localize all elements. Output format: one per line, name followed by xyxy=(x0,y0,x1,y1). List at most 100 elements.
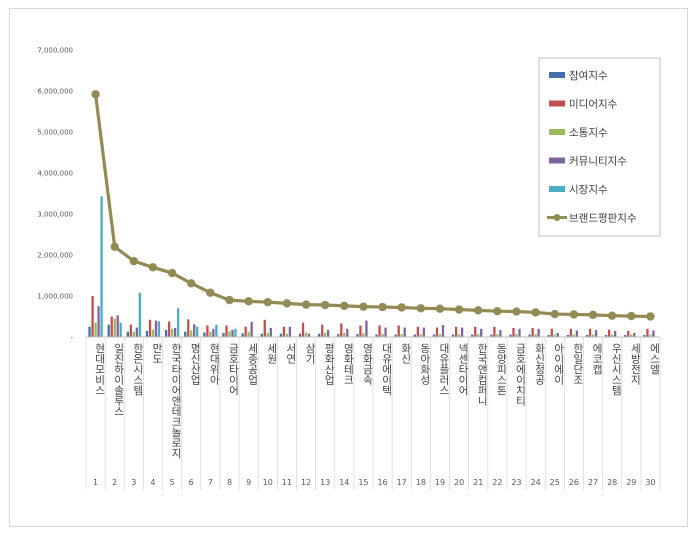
bar-5-3 xyxy=(138,292,141,337)
bar-5-1 xyxy=(100,196,103,337)
bar-1-18 xyxy=(413,334,416,337)
brand-index-point-13 xyxy=(320,300,330,310)
bar-1-29 xyxy=(624,334,627,337)
bar-4-30 xyxy=(652,330,655,337)
legend-swatch xyxy=(549,157,565,164)
bar-1-16 xyxy=(375,334,378,337)
bar-3-5 xyxy=(170,328,174,337)
category-label: 대유에이텍 xyxy=(381,343,393,396)
bar-4-18 xyxy=(422,327,425,337)
category-label: 현대모비스 xyxy=(94,343,106,396)
bar-1-24 xyxy=(528,334,531,337)
brand-index-point-11 xyxy=(282,299,292,308)
bar-3-30 xyxy=(649,334,652,337)
category-number: 19 xyxy=(435,478,445,487)
legend-label: 참여지수 xyxy=(569,70,608,82)
category-label: 세원 xyxy=(266,343,278,364)
bar-4-13 xyxy=(327,330,330,337)
bar-2-19 xyxy=(435,327,439,337)
bar-1-23 xyxy=(509,334,512,337)
bar-4-17 xyxy=(403,327,406,337)
y-tick-label: 3,000,000 xyxy=(37,211,73,219)
legend-label: 커뮤니티지수 xyxy=(569,156,627,168)
bar-5-4 xyxy=(157,321,161,337)
bar-1-28 xyxy=(605,334,608,337)
bar-2-5 xyxy=(167,321,171,337)
bar-1-25 xyxy=(547,334,550,337)
bar-4-9 xyxy=(250,321,253,337)
brand-index-point-17 xyxy=(397,303,406,312)
category-number: 8 xyxy=(227,478,232,487)
bar-1-7 xyxy=(203,332,206,337)
bar-1-19 xyxy=(432,334,436,337)
y-tick-label: 6,000,000 xyxy=(37,88,73,96)
y-tick-label: 2,000,000 xyxy=(37,252,73,260)
bar-2-27 xyxy=(588,328,592,337)
category-label: 현대위아 xyxy=(208,343,220,386)
bar-4-7 xyxy=(212,328,215,337)
bar-1-27 xyxy=(585,334,589,337)
bar-4-10 xyxy=(269,327,272,337)
brand-index-point-18 xyxy=(416,304,426,313)
bar-1-12 xyxy=(298,333,302,337)
bar-4-21 xyxy=(480,328,483,337)
category-label: 서연 xyxy=(285,343,297,364)
category-label: 화신 xyxy=(400,343,412,364)
y-tick-label: 7,000,000 xyxy=(37,47,73,55)
bar-4-29 xyxy=(633,332,636,337)
category-number: 12 xyxy=(301,478,311,487)
bar-3-9 xyxy=(247,332,250,337)
bar-1-4 xyxy=(145,330,149,337)
category-number: 20 xyxy=(454,478,464,487)
brand-index-point-4 xyxy=(148,263,158,272)
bar-5-2 xyxy=(119,322,122,337)
category-number: 21 xyxy=(473,478,483,487)
bar-2-11 xyxy=(282,326,286,337)
brand-index-point-15 xyxy=(359,302,368,311)
bar-2-10 xyxy=(263,319,266,337)
category-label: 명신산업 xyxy=(189,343,201,385)
brand-index-point-23 xyxy=(512,307,521,316)
y-tick-label: - xyxy=(70,334,73,342)
bar-3-10 xyxy=(266,332,269,337)
bar-1-13 xyxy=(318,333,321,337)
brand-index-point-25 xyxy=(550,309,559,319)
bar-2-30 xyxy=(646,328,649,337)
category-label: 에코캡 xyxy=(591,343,603,375)
bar-1-6 xyxy=(184,331,187,337)
category-number: 24 xyxy=(531,478,541,487)
brand-index-point-8 xyxy=(225,295,234,305)
bar-3-22 xyxy=(496,334,499,337)
brand-index-point-20 xyxy=(454,305,464,314)
bar-4-2 xyxy=(116,315,119,337)
category-label: 한국타이어앤테크놀로지 xyxy=(170,343,182,459)
category-label: 삼기 xyxy=(304,343,316,365)
bar-1-22 xyxy=(490,334,493,337)
category-label: 동아화성 xyxy=(419,343,431,385)
bar-3-13 xyxy=(324,332,327,337)
bar-4-19 xyxy=(441,325,445,337)
bar-3-7 xyxy=(209,331,212,337)
brand-index-point-24 xyxy=(531,308,540,317)
brand-index-point-19 xyxy=(435,304,445,313)
bar-3-24 xyxy=(534,334,537,337)
category-number: 22 xyxy=(492,478,502,487)
bar-4-28 xyxy=(614,330,617,337)
bar-1-26 xyxy=(566,334,570,337)
bar-3-25 xyxy=(553,334,556,337)
bar-1-17 xyxy=(394,334,397,337)
bar-5-8 xyxy=(234,328,237,337)
bar-1-21 xyxy=(471,334,474,337)
bar-2-24 xyxy=(531,327,534,337)
bar-2-29 xyxy=(627,330,630,337)
category-label: 일진하이솔루스 xyxy=(113,342,125,416)
line-series-group xyxy=(91,90,655,321)
category-number: 3 xyxy=(131,478,136,487)
brand-index-point-2 xyxy=(110,242,119,251)
category-label: 세종공업 xyxy=(247,343,259,385)
bar-5-7 xyxy=(215,324,218,337)
category-number: 18 xyxy=(416,478,426,487)
bar-4-25 xyxy=(556,332,559,337)
bar-1-10 xyxy=(260,333,263,337)
bar-2-7 xyxy=(206,325,209,337)
